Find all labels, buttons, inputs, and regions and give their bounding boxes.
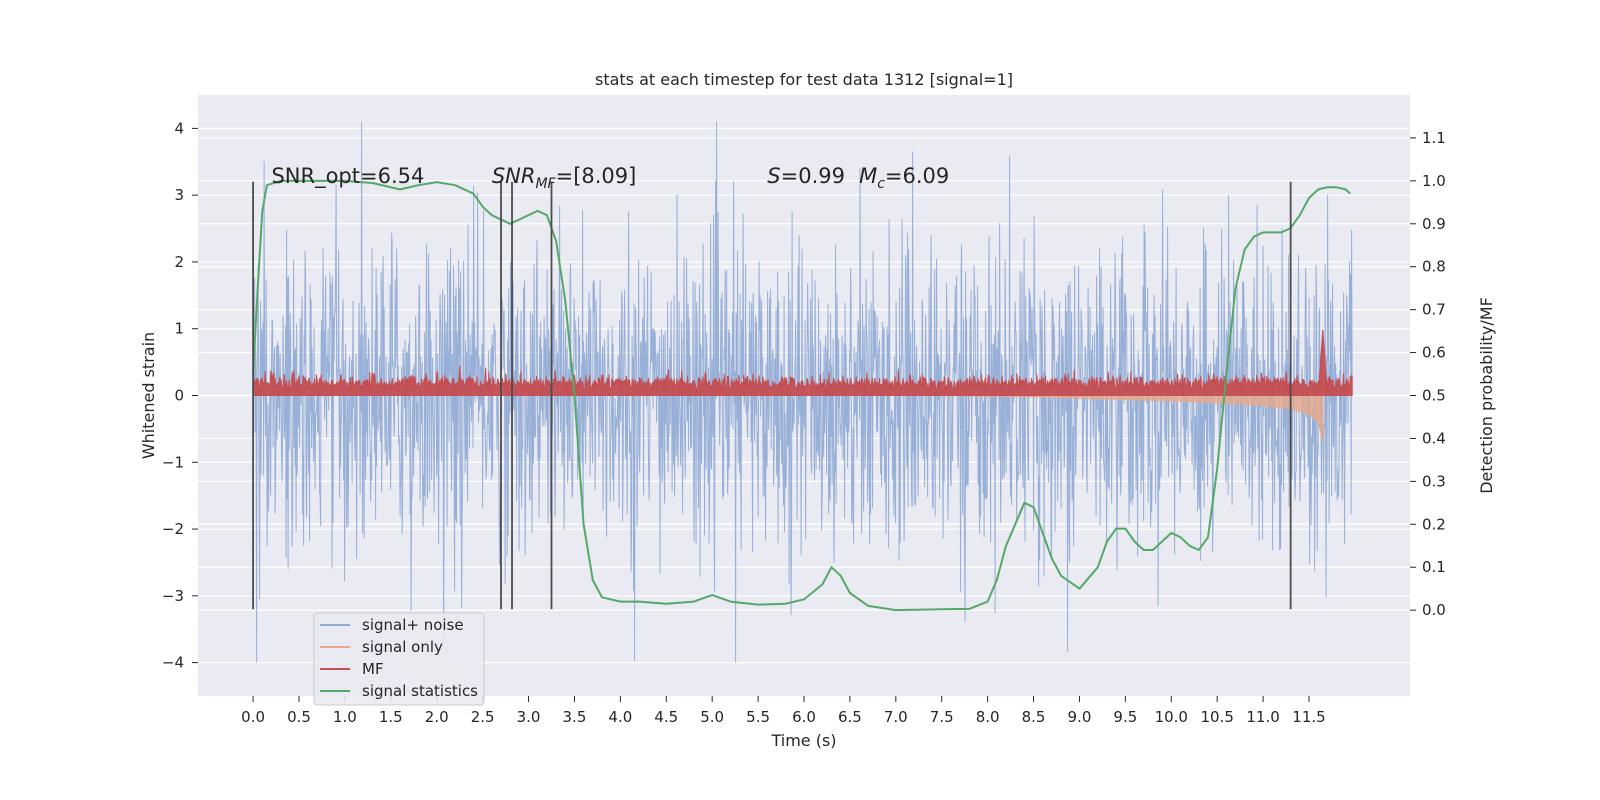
annotation: SNR_opt=6.54 xyxy=(271,164,424,189)
y-right-tick-label: 0.1 xyxy=(1422,558,1446,576)
y-right-tick-label: 0.9 xyxy=(1422,215,1446,233)
x-tick-label: 7.0 xyxy=(884,708,908,726)
x-tick-label: 3.0 xyxy=(517,708,541,726)
x-axis-ticks: 0.0 0.5 1.0 1.5 2.0 2.5 3.0 3.5 4.0 4.5 5.0 5.5 6.0 6… xyxy=(241,696,1326,726)
annotation: SNRMF=[8.09] xyxy=(492,164,637,192)
y-right-axis-ticks: 0.0 0.1 0.2 0.3 0.4 0.5 0.6 0.7 0.8 0.9 1.0 1.1 xyxy=(1410,129,1446,619)
vertical-markers xyxy=(252,181,1292,610)
y-right-tick-label: 0.7 xyxy=(1422,301,1446,319)
chart-title: stats at each timestep for test data 131… xyxy=(595,70,1013,89)
x-tick-label: 9.5 xyxy=(1113,708,1137,726)
y-right-tick-label: 0.5 xyxy=(1422,387,1446,405)
x-tick-label: 4.0 xyxy=(608,708,632,726)
legend-label: signal only xyxy=(362,638,443,656)
y-left-tick-label: 4 xyxy=(174,119,184,137)
y-left-tick-label: −3 xyxy=(162,587,184,605)
y-right-tick-label: 0.0 xyxy=(1422,601,1446,619)
series-mf xyxy=(252,329,1353,396)
x-axis-label: Time (s) xyxy=(770,731,836,750)
x-tick-label: 7.5 xyxy=(930,708,954,726)
x-tick-label: 3.5 xyxy=(563,708,587,726)
annotation: Mc=6.09 xyxy=(859,164,949,192)
y-right-tick-label: 0.4 xyxy=(1422,429,1446,447)
y-left-tick-label: 0 xyxy=(174,387,184,405)
x-tick-label: 11.5 xyxy=(1292,708,1325,726)
x-tick-label: 5.5 xyxy=(746,708,770,726)
y-left-tick-label: −4 xyxy=(162,654,184,672)
y-left-tick-label: 2 xyxy=(174,253,184,271)
y-right-axis-label: Detection probability/MF xyxy=(1477,297,1496,494)
x-tick-label: 0.0 xyxy=(241,708,265,726)
annotation: S=0.99 xyxy=(767,164,845,188)
legend-label: MF xyxy=(362,660,384,678)
y-left-axis-ticks: −4 −3 −2 −1 0 1 2 3 4 xyxy=(162,119,198,672)
legend-label: signal+ noise xyxy=(362,616,464,634)
y-right-tick-label: 1.0 xyxy=(1422,172,1446,190)
y-right-tick-label: 0.6 xyxy=(1422,344,1446,362)
y-left-tick-label: 1 xyxy=(174,320,184,338)
y-right-tick-label: 0.3 xyxy=(1422,472,1446,490)
x-tick-label: 6.0 xyxy=(792,708,816,726)
y-right-tick-label: 1.1 xyxy=(1422,129,1446,147)
legend: signal+ noise signal only MF signal statist… xyxy=(313,612,485,706)
series-signal-noise xyxy=(252,121,1353,663)
series-signal-statistics xyxy=(252,179,1351,612)
x-tick-label: 1.0 xyxy=(333,708,357,726)
x-tick-label: 6.5 xyxy=(838,708,862,726)
series-layer xyxy=(252,121,1353,663)
x-tick-label: 9.0 xyxy=(1068,708,1092,726)
y-left-axis-label: Whitened strain xyxy=(139,332,158,459)
y-right-tick-label: 0.2 xyxy=(1422,515,1446,533)
legend-label: signal statistics xyxy=(362,682,478,700)
x-tick-label: 10.5 xyxy=(1200,708,1233,726)
x-tick-label: 10.0 xyxy=(1155,708,1188,726)
x-tick-label: 2.0 xyxy=(425,708,449,726)
x-tick-label: 0.5 xyxy=(287,708,311,726)
annotations: SNR_opt=6.54 SNRMF=[8.09] S=0.99 Mc=6.09 xyxy=(271,164,949,192)
y-left-tick-label: −2 xyxy=(162,520,184,538)
x-tick-label: 2.5 xyxy=(471,708,495,726)
x-tick-label: 5.0 xyxy=(700,708,724,726)
x-tick-label: 4.5 xyxy=(654,708,678,726)
x-tick-label: 8.5 xyxy=(1022,708,1046,726)
y-left-tick-label: −1 xyxy=(162,453,184,471)
x-tick-label: 11.0 xyxy=(1246,708,1279,726)
y-right-tick-label: 0.8 xyxy=(1422,258,1446,276)
x-tick-label: 8.0 xyxy=(976,708,1000,726)
y-left-tick-label: 3 xyxy=(174,186,184,204)
x-tick-label: 1.5 xyxy=(379,708,403,726)
legend-frame xyxy=(313,612,485,706)
